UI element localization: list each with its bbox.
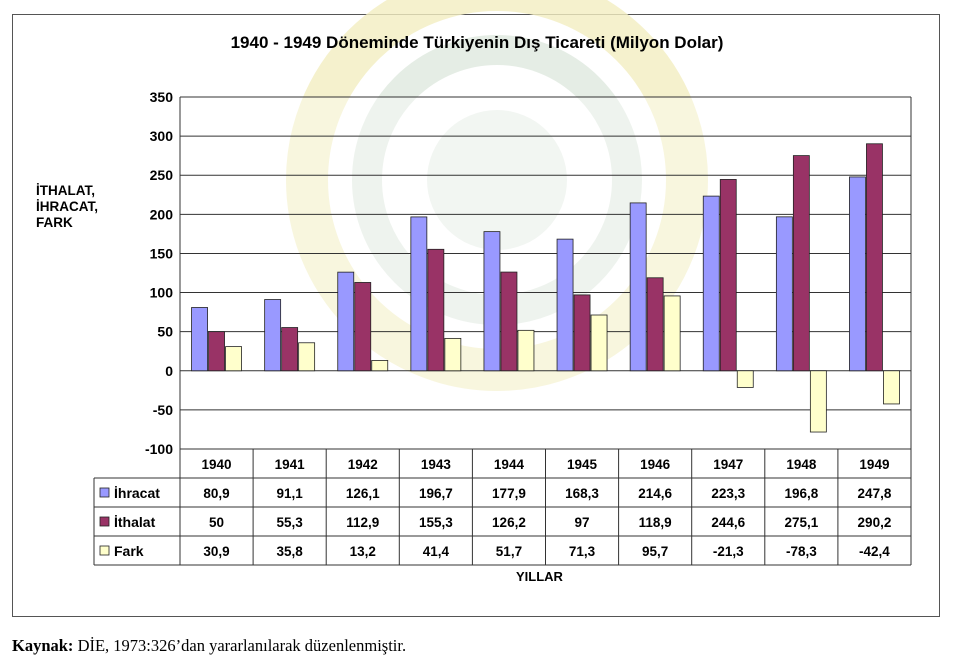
data-label: 55,3	[277, 515, 304, 530]
y-tick-label: -50	[153, 402, 173, 418]
bar	[427, 248, 445, 372]
data-label: 80,9	[203, 486, 229, 501]
data-label: 244,6	[711, 515, 745, 530]
x-tick-label: 1940	[202, 457, 232, 472]
data-label: 13,2	[350, 544, 376, 559]
data-label: 196,8	[784, 486, 818, 501]
legend-swatch	[99, 516, 110, 527]
bar	[191, 307, 208, 372]
y-axis-label: İTHALAT, İHRACAT, FARK	[36, 183, 98, 231]
data-label: -42,4	[859, 544, 890, 559]
legend-label: İthalat	[114, 514, 156, 530]
bar	[500, 271, 518, 372]
data-label: 50	[209, 515, 224, 530]
data-label: -78,3	[786, 544, 817, 559]
data-label: 41,4	[423, 544, 450, 559]
y-tick-label: 50	[157, 324, 173, 340]
bar	[792, 155, 810, 372]
y-tick-label: 350	[150, 89, 174, 105]
bar	[883, 370, 900, 405]
data-label: 30,9	[203, 544, 229, 559]
bar	[225, 346, 242, 372]
chart-title: 1940 - 1949 Döneminde Türkiyenin Dış Tic…	[230, 33, 724, 52]
source-text: DİE, 1973:326’dan yararlanılarak düzenle…	[73, 636, 407, 655]
source-label: Kaynak:	[12, 636, 74, 655]
y-axis-label-line: İHRACAT,	[36, 199, 98, 214]
y-tick-label: 0	[165, 363, 173, 379]
bar	[646, 277, 664, 372]
bar	[444, 337, 462, 372]
data-label: 51,7	[496, 544, 522, 559]
data-label: 91,1	[277, 486, 304, 501]
x-tick-label: 1948	[786, 457, 817, 472]
x-tick-label: 1944	[494, 457, 525, 472]
data-label: 290,2	[858, 515, 892, 530]
bar	[809, 370, 827, 433]
bar	[590, 314, 608, 372]
bar	[702, 195, 720, 372]
y-tick-label: 250	[150, 167, 174, 183]
x-tick-label: 1946	[640, 457, 671, 472]
data-label: 168,3	[565, 486, 599, 501]
data-label: 223,3	[711, 486, 745, 501]
y-tick-label: 100	[150, 285, 174, 301]
bar	[298, 342, 316, 372]
bar	[866, 143, 883, 372]
bar	[337, 271, 355, 372]
x-tick-label: 1943	[421, 457, 452, 472]
bar	[354, 282, 372, 372]
y-axis-label-line: FARK	[36, 215, 73, 230]
data-label: 247,8	[858, 486, 892, 501]
y-tick-label: 200	[150, 206, 174, 222]
bar	[573, 294, 591, 372]
y-tick-label: 300	[150, 128, 174, 144]
legend-label: İhracat	[114, 485, 160, 501]
bar	[208, 331, 225, 372]
x-tick-label: 1949	[859, 457, 889, 472]
bar	[517, 329, 535, 372]
data-label: 214,6	[638, 486, 672, 501]
bar	[849, 176, 866, 372]
source-note: Kaynak: DİE, 1973:326’dan yararlanılarak…	[12, 636, 406, 656]
x-tick-label: 1942	[348, 457, 378, 472]
bar	[264, 299, 282, 372]
legend-swatch	[99, 487, 110, 498]
bar	[775, 216, 793, 372]
y-tick-label: 150	[150, 245, 174, 261]
y-tick-label: -100	[145, 441, 173, 457]
legend-swatch	[99, 545, 110, 556]
bar	[371, 360, 389, 372]
data-label: 155,3	[419, 515, 453, 530]
data-label: 126,1	[346, 486, 380, 501]
data-label: 177,9	[492, 486, 526, 501]
data-label: 95,7	[642, 544, 668, 559]
data-label: 112,9	[346, 515, 379, 530]
bar	[736, 370, 754, 388]
data-label: -21,3	[713, 544, 744, 559]
legend-label: Fark	[114, 543, 144, 559]
data-label: 118,9	[639, 515, 672, 530]
data-label: 71,3	[569, 544, 596, 559]
data-label: 35,8	[277, 544, 304, 559]
x-tick-label: 1945	[567, 457, 598, 472]
x-axis-label: YILLAR	[516, 569, 563, 584]
data-label: 275,1	[784, 515, 818, 530]
bar	[483, 231, 501, 372]
data-label: 196,7	[419, 486, 453, 501]
data-label: 126,2	[492, 515, 526, 530]
y-axis-label-line: İTHALAT,	[36, 183, 95, 198]
bar	[556, 238, 574, 372]
bar	[719, 179, 737, 372]
bar	[663, 295, 681, 372]
bar	[410, 216, 428, 372]
x-tick-label: 1941	[275, 457, 306, 472]
bar	[629, 202, 647, 372]
data-label: 97	[575, 515, 590, 530]
bar	[281, 327, 299, 372]
x-tick-label: 1947	[713, 457, 743, 472]
